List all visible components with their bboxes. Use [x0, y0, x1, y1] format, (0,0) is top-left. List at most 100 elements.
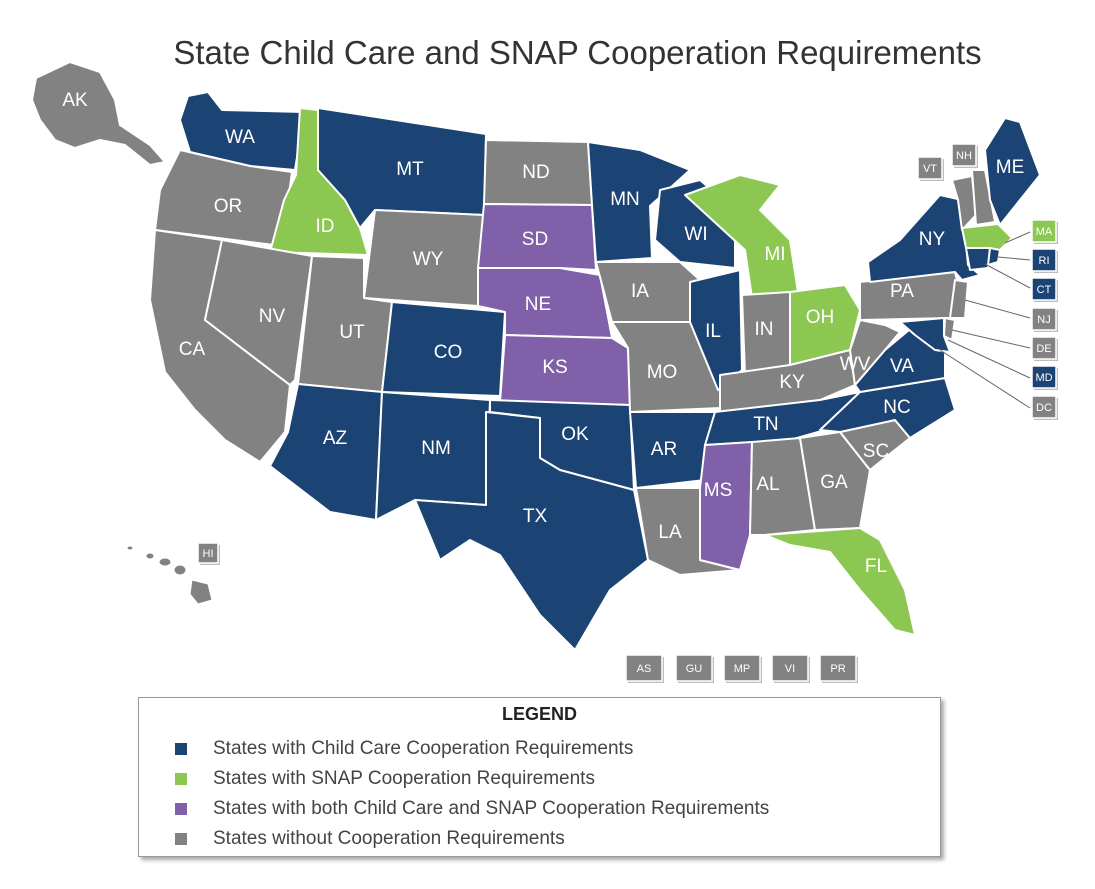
label-sc: SC [863, 441, 889, 462]
box-dc[interactable]: DC [1031, 395, 1058, 420]
state-vt[interactable] [951, 175, 977, 231]
label-tx: TX [523, 506, 548, 527]
state-sd[interactable] [477, 203, 597, 271]
state-ms[interactable] [699, 441, 753, 571]
box-md-label: MD [1035, 372, 1052, 384]
box-md[interactable]: MD [1031, 365, 1058, 390]
state-ak[interactable] [31, 61, 166, 166]
territory-mp[interactable]: MP [723, 654, 762, 683]
box-hi-label: HI [203, 548, 214, 560]
state-ct[interactable] [965, 247, 991, 271]
box-ri-label: RI [1039, 255, 1050, 267]
legend-swatch-child-care [175, 743, 187, 755]
label-oh: OH [806, 307, 835, 328]
legend-title: LEGEND [501, 704, 577, 724]
state-mi[interactable] [684, 174, 799, 299]
label-ks: KS [542, 357, 567, 378]
box-vt[interactable]: VT [917, 156, 944, 181]
state-wa[interactable] [179, 91, 305, 171]
label-ar: AR [651, 439, 677, 460]
state-fl[interactable] [764, 527, 916, 636]
callout-lines [939, 231, 1031, 409]
box-ma[interactable]: MA [1031, 219, 1058, 244]
label-id: ID [316, 216, 335, 237]
label-tn: TN [753, 414, 778, 435]
label-ut: UT [339, 322, 365, 343]
state-me[interactable] [984, 117, 1041, 226]
legend-label: States with both Child Care and SNAP Coo… [213, 798, 770, 819]
territory-as[interactable]: AS [625, 654, 664, 683]
label-ga: GA [820, 472, 848, 493]
legend: LEGEND States with Child Care Cooperatio… [138, 697, 941, 857]
territory-as-label: AS [637, 663, 652, 675]
label-nd: ND [522, 162, 549, 183]
label-az: AZ [323, 428, 348, 449]
label-or: OR [214, 196, 243, 217]
territory-vi-label: VI [785, 663, 795, 675]
box-vt-label: VT [923, 163, 937, 175]
legend-swatch-snap [175, 773, 187, 785]
legend-swatch-both [175, 803, 187, 815]
box-de-label: DE [1036, 343, 1051, 355]
territory-gu[interactable]: GU [675, 654, 714, 683]
box-de[interactable]: DE [1031, 336, 1058, 361]
territory-vi[interactable]: VI [771, 654, 810, 683]
territory-gu-label: GU [686, 663, 703, 675]
state-de[interactable] [943, 317, 956, 341]
box-nj-label: NJ [1037, 314, 1050, 326]
label-nc: NC [883, 397, 910, 418]
state-nv[interactable] [204, 239, 313, 386]
territory-pr[interactable]: PR [819, 654, 858, 683]
state-labels: AK WA OR CA ID NV MT WY UT CO AZ NM ND S… [62, 90, 1024, 577]
label-ok: OK [561, 424, 589, 445]
label-co: CO [434, 342, 463, 363]
state-ga[interactable] [799, 431, 871, 531]
label-wy: WY [413, 249, 444, 270]
box-dc-label: DC [1036, 402, 1052, 414]
box-ri[interactable]: RI [1031, 248, 1058, 273]
legend-item-none: States without Cooperation Requirements [175, 828, 565, 850]
legend-label: States without Cooperation Requirements [213, 828, 565, 849]
state-hi[interactable] [126, 545, 213, 605]
state-mn[interactable] [587, 141, 691, 263]
box-ct-label: CT [1037, 284, 1052, 296]
state-md[interactable] [899, 317, 951, 353]
box-nh[interactable]: NH [951, 143, 978, 168]
state-tx[interactable] [414, 411, 649, 651]
label-mo: MO [647, 362, 678, 383]
label-ca: CA [179, 339, 206, 360]
label-wv: WV [840, 354, 871, 375]
label-me: ME [996, 157, 1025, 178]
label-pa: PA [890, 281, 914, 302]
label-ky: KY [779, 372, 805, 393]
territory-mp-label: MP [734, 663, 751, 675]
label-nv: NV [259, 306, 286, 327]
box-ct[interactable]: CT [1031, 277, 1058, 302]
small-state-boxes: VT NH MA RI CT NJ DE MD DC HI AS GU MP VI PR [197, 143, 1058, 683]
label-mt: MT [396, 159, 424, 180]
box-nj[interactable]: NJ [1031, 307, 1058, 332]
label-fl: FL [865, 556, 887, 577]
legend-label: States with SNAP Cooperation Requirement… [213, 768, 595, 789]
state-ma[interactable] [961, 223, 1013, 251]
state-nh[interactable] [971, 169, 996, 226]
state-oh[interactable] [789, 284, 861, 366]
territory-pr-label: PR [830, 663, 845, 675]
state-nj[interactable] [949, 279, 969, 319]
label-ms: MS [704, 480, 733, 501]
label-il: IL [705, 321, 721, 342]
label-ny: NY [919, 229, 946, 250]
state-shapes [31, 61, 1041, 651]
label-ne: NE [525, 294, 551, 315]
legend-swatch-none [175, 833, 187, 845]
state-ri[interactable] [987, 247, 1001, 266]
box-ma-label: MA [1036, 226, 1053, 238]
label-la: LA [658, 522, 682, 543]
label-mn: MN [610, 189, 640, 210]
legend-label: States with Child Care Cooperation Requi… [213, 738, 634, 759]
box-hi[interactable]: HI [197, 542, 220, 565]
box-nh-label: NH [956, 150, 972, 162]
label-ia: IA [631, 281, 649, 302]
label-va: VA [890, 356, 914, 377]
